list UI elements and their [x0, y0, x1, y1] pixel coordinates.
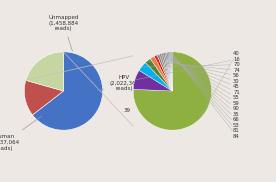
Wedge shape	[171, 52, 172, 91]
Wedge shape	[145, 59, 172, 91]
Wedge shape	[166, 52, 172, 91]
Wedge shape	[133, 70, 172, 91]
Text: 74: 74	[148, 61, 240, 73]
Text: 55: 55	[162, 54, 240, 100]
Wedge shape	[165, 52, 172, 91]
Text: 90: 90	[166, 53, 240, 111]
Text: 30: 30	[156, 56, 240, 84]
Text: Unmapped
(1,458,884
reads): Unmapped (1,458,884 reads)	[48, 15, 79, 51]
Text: 59: 59	[164, 54, 240, 106]
Text: Human
(6,337,064
reads): Human (6,337,064 reads)	[0, 116, 42, 151]
Text: 35: 35	[167, 53, 240, 117]
Wedge shape	[139, 63, 172, 91]
Text: 70: 70	[143, 62, 240, 67]
Text: 71: 71	[160, 54, 240, 95]
Text: 16: 16	[136, 57, 240, 80]
Text: 40: 40	[199, 51, 240, 119]
Wedge shape	[157, 54, 172, 91]
Wedge shape	[26, 52, 63, 91]
Wedge shape	[24, 80, 63, 115]
Text: 81: 81	[171, 53, 240, 133]
Text: 84: 84	[172, 53, 240, 139]
Wedge shape	[161, 53, 172, 91]
Text: 45: 45	[158, 55, 240, 89]
Text: 56: 56	[153, 58, 240, 78]
Wedge shape	[170, 52, 172, 91]
Wedge shape	[169, 52, 172, 91]
Wedge shape	[154, 55, 172, 91]
Text: 39: 39	[124, 108, 131, 113]
Wedge shape	[168, 52, 172, 91]
Text: HPV
(2,022,368
reads): HPV (2,022,368 reads)	[99, 75, 139, 92]
Text: 66: 66	[169, 53, 240, 122]
Wedge shape	[150, 56, 172, 91]
Wedge shape	[33, 52, 103, 130]
Text: 53: 53	[170, 53, 240, 128]
Wedge shape	[159, 54, 172, 91]
Wedge shape	[163, 53, 172, 91]
Wedge shape	[133, 52, 211, 130]
